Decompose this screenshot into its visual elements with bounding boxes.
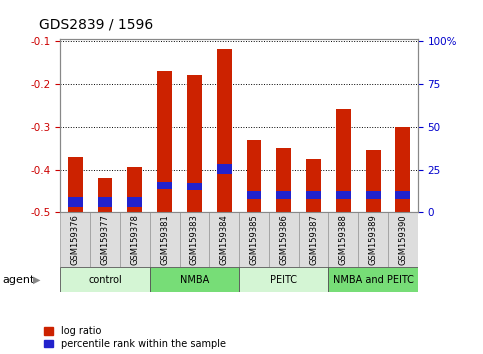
Bar xyxy=(187,183,202,190)
Text: GSM159378: GSM159378 xyxy=(130,214,139,265)
Text: GSM159386: GSM159386 xyxy=(279,214,288,265)
FancyBboxPatch shape xyxy=(180,212,209,267)
Bar xyxy=(276,191,291,199)
FancyBboxPatch shape xyxy=(150,267,239,292)
Bar xyxy=(217,164,232,174)
FancyBboxPatch shape xyxy=(388,212,418,267)
Bar xyxy=(217,49,232,212)
Bar xyxy=(246,139,261,212)
Text: GSM159390: GSM159390 xyxy=(398,214,407,265)
Bar xyxy=(276,148,291,212)
Bar xyxy=(366,150,381,212)
Text: GSM159385: GSM159385 xyxy=(250,214,258,265)
Text: ▶: ▶ xyxy=(33,275,41,285)
Text: NMBA and PEITC: NMBA and PEITC xyxy=(333,275,413,285)
Text: GSM159387: GSM159387 xyxy=(309,214,318,265)
Text: GSM159381: GSM159381 xyxy=(160,214,169,265)
Text: control: control xyxy=(88,275,122,285)
Text: PEITC: PEITC xyxy=(270,275,297,285)
Bar xyxy=(98,198,113,207)
Bar xyxy=(68,198,83,207)
Text: GSM159389: GSM159389 xyxy=(369,214,378,265)
FancyBboxPatch shape xyxy=(328,212,358,267)
Legend: log ratio, percentile rank within the sample: log ratio, percentile rank within the sa… xyxy=(43,326,226,349)
FancyBboxPatch shape xyxy=(90,212,120,267)
Bar xyxy=(128,198,142,207)
FancyBboxPatch shape xyxy=(150,212,180,267)
Bar xyxy=(68,157,83,212)
Bar xyxy=(157,182,172,189)
Bar xyxy=(366,191,381,199)
FancyBboxPatch shape xyxy=(120,212,150,267)
FancyBboxPatch shape xyxy=(60,267,150,292)
Text: agent: agent xyxy=(2,275,35,285)
FancyBboxPatch shape xyxy=(358,212,388,267)
FancyBboxPatch shape xyxy=(60,212,90,267)
Bar xyxy=(128,167,142,212)
Text: GSM159383: GSM159383 xyxy=(190,214,199,265)
FancyBboxPatch shape xyxy=(298,212,328,267)
Bar xyxy=(396,127,411,212)
Bar xyxy=(98,178,113,212)
Text: GSM159376: GSM159376 xyxy=(71,214,80,265)
Bar xyxy=(336,191,351,199)
Bar xyxy=(306,191,321,199)
Bar xyxy=(246,191,261,199)
FancyBboxPatch shape xyxy=(239,212,269,267)
Text: GDS2839 / 1596: GDS2839 / 1596 xyxy=(39,17,153,31)
Bar xyxy=(187,75,202,212)
FancyBboxPatch shape xyxy=(239,267,328,292)
Text: GSM159388: GSM159388 xyxy=(339,214,348,265)
FancyBboxPatch shape xyxy=(269,212,298,267)
FancyBboxPatch shape xyxy=(209,212,239,267)
FancyBboxPatch shape xyxy=(328,267,418,292)
Text: GSM159377: GSM159377 xyxy=(100,214,110,265)
Bar xyxy=(157,71,172,212)
Bar xyxy=(396,191,411,199)
Text: GSM159384: GSM159384 xyxy=(220,214,228,265)
Bar xyxy=(336,109,351,212)
Text: NMBA: NMBA xyxy=(180,275,209,285)
Bar xyxy=(306,159,321,212)
